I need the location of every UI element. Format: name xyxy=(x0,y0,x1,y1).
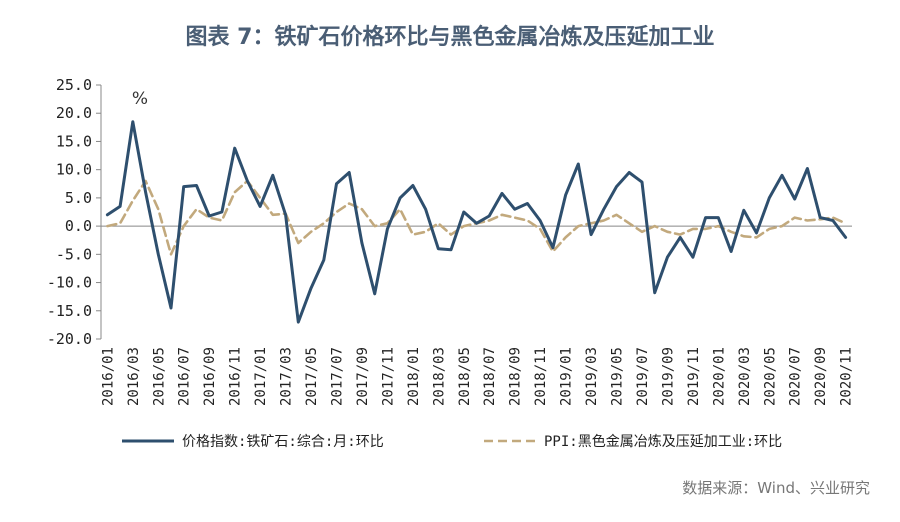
y-tick-label: -20.0 xyxy=(47,330,92,348)
x-tick-label: 2016/05 xyxy=(151,347,167,406)
x-tick-label: 2017/09 xyxy=(355,347,371,406)
y-tick-label: 0.0 xyxy=(65,217,92,235)
x-tick-label: 2020/09 xyxy=(813,347,829,406)
source-note: 数据来源：Wind、兴业研究 xyxy=(682,479,870,497)
x-tick-label: 2019/01 xyxy=(559,347,575,406)
plot-area: 25.0 20.0 15.0 10.0 5.0 0.0 -5.0 -10.0 -15.0 -20.… xyxy=(47,76,855,406)
x-tick-label: 2020/05 xyxy=(762,347,778,406)
legend-label-ppi: PPI:黑色金属冶炼及压延加工业:环比 xyxy=(544,433,782,450)
chart-title: 图表 7：铁矿石价格环比与黑色金属冶炼及压延加工业 xyxy=(186,24,715,50)
x-tick-label: 2018/09 xyxy=(508,347,524,406)
y-tick-label: 20.0 xyxy=(56,104,92,122)
x-tick-label: 2019/07 xyxy=(635,347,651,406)
x-tick-label: 2020/01 xyxy=(711,347,727,406)
x-tick-label: 2016/11 xyxy=(228,347,244,406)
x-tick-label: 2019/05 xyxy=(610,347,626,406)
x-tick-label: 2018/03 xyxy=(431,347,447,406)
x-tick-label: 2017/03 xyxy=(279,347,295,406)
x-tick-label: 2020/11 xyxy=(839,347,855,406)
legend-label-iron-ore: 价格指数:铁矿石:综合:月:环比 xyxy=(182,434,384,450)
x-tick-label: 2016/01 xyxy=(100,347,116,406)
x-tick-label: 2017/01 xyxy=(253,347,269,406)
y-tick-label: -10.0 xyxy=(47,274,92,292)
x-tick-label: 2019/03 xyxy=(584,347,600,406)
x-tick-label: 2016/09 xyxy=(202,347,218,406)
y-tick-label: 25.0 xyxy=(56,76,92,94)
x-tick-label: 2018/05 xyxy=(457,347,473,406)
x-tick-label: 2018/11 xyxy=(533,347,549,406)
y-tick-label: 5.0 xyxy=(65,189,92,207)
y-tick-label: 10.0 xyxy=(56,161,92,179)
x-tick-label: 2019/09 xyxy=(660,347,676,406)
x-tick-label: 2016/03 xyxy=(126,347,142,406)
x-tick-label: 2020/07 xyxy=(788,347,804,406)
y-tick-label: 15.0 xyxy=(56,132,92,150)
y-tick-label: -15.0 xyxy=(47,302,92,320)
x-tick-label: 2020/03 xyxy=(737,347,753,406)
y-tick-label: -5.0 xyxy=(56,245,92,263)
x-tick-label: 2017/07 xyxy=(329,347,345,406)
x-tick-label: 2016/07 xyxy=(177,347,193,406)
x-tick-label: 2017/05 xyxy=(304,347,320,406)
x-tick-label: 2017/11 xyxy=(380,347,396,406)
legend: 价格指数:铁矿石:综合:月:环比 PPI:黑色金属冶炼及压延加工业:环比 xyxy=(122,433,782,450)
series-line-iron-ore xyxy=(105,120,848,324)
x-tick-label: 2019/11 xyxy=(686,347,702,406)
unit-label: % xyxy=(132,89,148,109)
x-tick-label: 2018/07 xyxy=(482,347,498,406)
x-tick-label: 2018/01 xyxy=(406,347,422,406)
